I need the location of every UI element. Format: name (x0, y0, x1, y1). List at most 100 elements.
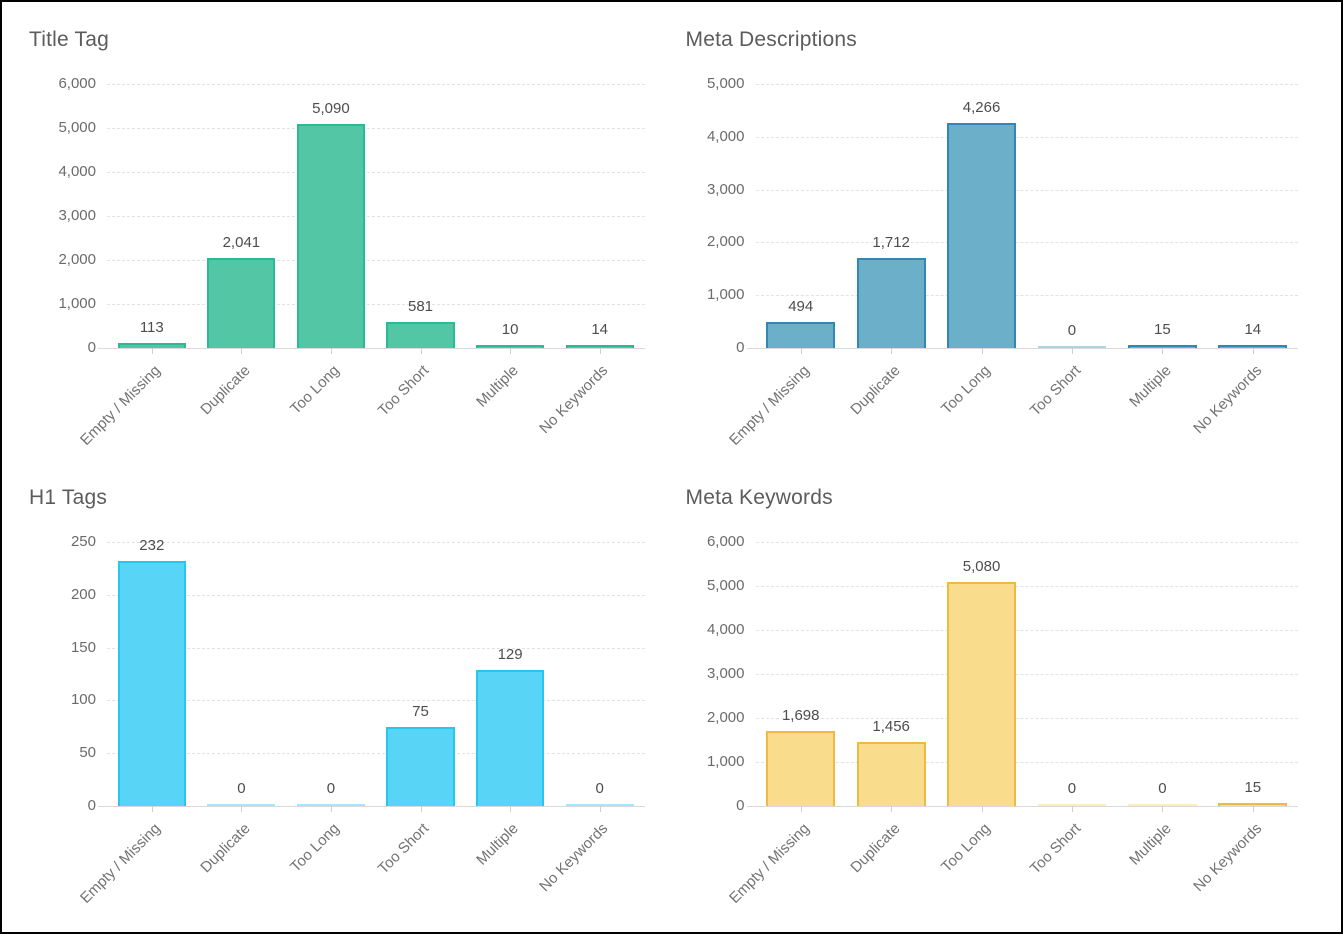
y-axis-tick-label: 2,000 (706, 233, 745, 251)
bar-slot-too-long: 5,090 Too Long (286, 84, 376, 418)
x-axis-tick-mark (599, 806, 601, 812)
bar-value-label: 0 (1158, 780, 1167, 797)
x-axis-tick-mark (330, 348, 332, 354)
x-axis-category-label: No Keywords (1189, 362, 1265, 438)
x-axis-category-label: Duplicate (197, 820, 254, 877)
bar-slot-too-long: 4,266 Too Long (936, 84, 1026, 418)
y-axis-tick-label: 4,000 (58, 163, 96, 180)
gridline (755, 295, 1298, 297)
gridline (107, 304, 645, 305)
gridline (755, 630, 1298, 631)
bar-too-long[interactable] (296, 804, 365, 806)
x-axis-category-label: Multiple (1125, 362, 1175, 411)
y-axis-tick-label: 4,000 (706, 621, 745, 638)
bar-slot-too-long: 0 Too Long (286, 542, 376, 876)
x-axis-category-label: Too Short (1026, 820, 1085, 878)
gridline (107, 84, 645, 85)
bar-duplicate[interactable] (856, 258, 926, 348)
gridline (755, 718, 1298, 719)
y-axis-tick-label: 2,000 (706, 709, 745, 726)
bar-too-long[interactable] (947, 582, 1016, 806)
x-axis-category-label: Duplicate (846, 820, 904, 877)
y-axis-tick-label: 0 (87, 339, 96, 356)
x-axis-tick-mark (1071, 348, 1073, 354)
bar-value-label: 0 (237, 780, 246, 797)
bar-slot-empty-missing: 113 Empty / Missing (77, 84, 197, 449)
bar-too-short[interactable] (1037, 346, 1107, 348)
bar-empty-missing[interactable] (117, 561, 186, 806)
x-axis-tick-mark (241, 348, 243, 354)
bar-no-keywords[interactable] (565, 345, 634, 348)
bar-slot-too-short: 0 Too Short (1027, 84, 1117, 419)
bar-value-label: 10 (501, 321, 519, 338)
bar-slot-duplicate: 1,712 Duplicate (846, 84, 936, 418)
x-axis-category-label: Too Long (937, 820, 994, 876)
x-axis-tick-mark (420, 806, 422, 812)
bar-empty-missing[interactable] (117, 343, 186, 348)
bar-multiple[interactable] (1128, 804, 1197, 806)
bar-value-label: 0 (1067, 780, 1077, 797)
bar-too-short[interactable] (1037, 804, 1107, 806)
bar-value-label: 0 (1067, 322, 1077, 339)
bar-duplicate[interactable] (856, 742, 926, 806)
bar-slot-multiple: 129 Multiple (465, 542, 555, 869)
bar-no-keywords[interactable] (565, 804, 634, 806)
bar-value-label: 15 (1154, 321, 1171, 338)
x-axis-tick-mark (510, 806, 512, 812)
x-axis-tick-mark (800, 348, 802, 354)
bar-no-keywords[interactable] (1218, 803, 1288, 806)
bar-slot-no-keywords: 14 No Keywords (537, 84, 645, 437)
title-tag-chart-panel: Title Tag 0 1,000 2,000 3,000 4,000 5,000 6,00… (2, 2, 672, 470)
y-axis-tick-label: 150 (70, 638, 96, 656)
bar-duplicate[interactable] (207, 258, 276, 348)
bar-slot-no-keywords: 14 No Keywords (1190, 84, 1298, 437)
bar-duplicate[interactable] (207, 804, 276, 806)
gridline (107, 128, 645, 129)
y-axis-tick-label: 6,000 (58, 75, 96, 92)
x-axis-category-label: Duplicate (197, 362, 254, 419)
gridline (755, 84, 1298, 85)
x-axis-category-label: Too Long (287, 820, 343, 876)
y-axis-tick-label: 5,000 (706, 75, 745, 92)
x-axis-tick-mark (599, 348, 601, 354)
bar-empty-missing[interactable] (766, 731, 836, 806)
bar-multiple[interactable] (1128, 345, 1197, 348)
x-axis-tick-mark (800, 806, 802, 812)
gridline (755, 762, 1298, 763)
gridline (107, 700, 645, 702)
bar-value-label: 5,080 (962, 558, 1001, 575)
bar-value-label: 4,266 (962, 99, 1001, 116)
bar-slots: 494 Empty / Missing 1,712 Duplicate 4,266 Too… (726, 84, 1299, 449)
h1-tags-chart-plot: 0 50 100 150 200 250 232 Empty / Missing 0 Duplic… (71, 533, 645, 907)
gridline (755, 189, 1298, 191)
bar-value-label: 1,456 (872, 718, 910, 735)
y-axis-tick-label: 3,000 (706, 180, 745, 198)
gridline (107, 542, 645, 543)
bar-value-label: 113 (139, 319, 164, 336)
bar-value-label: 75 (412, 703, 429, 720)
x-axis-category-label: No Keywords (1189, 820, 1265, 896)
x-axis-line (98, 806, 645, 807)
gridline (107, 216, 645, 217)
chart-title: H1 Tags (29, 486, 108, 509)
bar-value-label: 129 (497, 646, 523, 663)
bar-value-label: 1,698 (781, 707, 820, 724)
bar-too-long[interactable] (296, 124, 365, 348)
x-axis-tick-mark (151, 806, 153, 812)
bar-too-short[interactable] (386, 727, 455, 806)
bar-value-label: 0 (595, 780, 604, 797)
x-axis-tick-mark (1162, 806, 1164, 812)
x-axis-line (746, 348, 1298, 349)
bar-too-long[interactable] (947, 123, 1016, 348)
x-axis-category-label: No Keywords (536, 362, 612, 438)
x-axis-tick-mark (510, 348, 512, 354)
x-axis-category-label: No Keywords (536, 820, 612, 896)
bar-multiple[interactable] (476, 345, 545, 348)
bar-multiple[interactable] (476, 670, 545, 806)
bar-empty-missing[interactable] (766, 322, 836, 348)
bar-value-label: 14 (591, 321, 609, 338)
bar-too-short[interactable] (386, 322, 455, 348)
bar-value-label: 15 (1244, 779, 1262, 796)
bar-no-keywords[interactable] (1218, 345, 1288, 348)
